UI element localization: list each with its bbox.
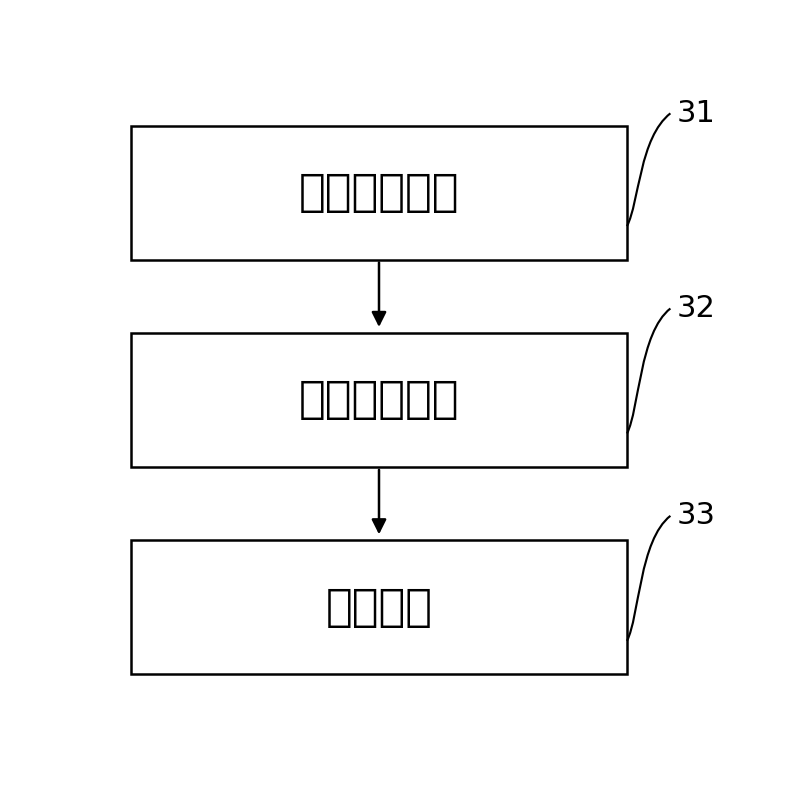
Text: 操作单元: 操作单元 xyxy=(326,586,433,629)
Bar xyxy=(131,125,627,260)
Text: 信息获取单元: 信息获取单元 xyxy=(298,379,459,421)
Text: 指令获取单元: 指令获取单元 xyxy=(298,171,459,214)
Text: 32: 32 xyxy=(677,294,715,323)
Bar xyxy=(131,540,627,675)
Bar xyxy=(131,333,627,467)
Text: 33: 33 xyxy=(677,501,716,531)
Text: 31: 31 xyxy=(677,99,715,128)
